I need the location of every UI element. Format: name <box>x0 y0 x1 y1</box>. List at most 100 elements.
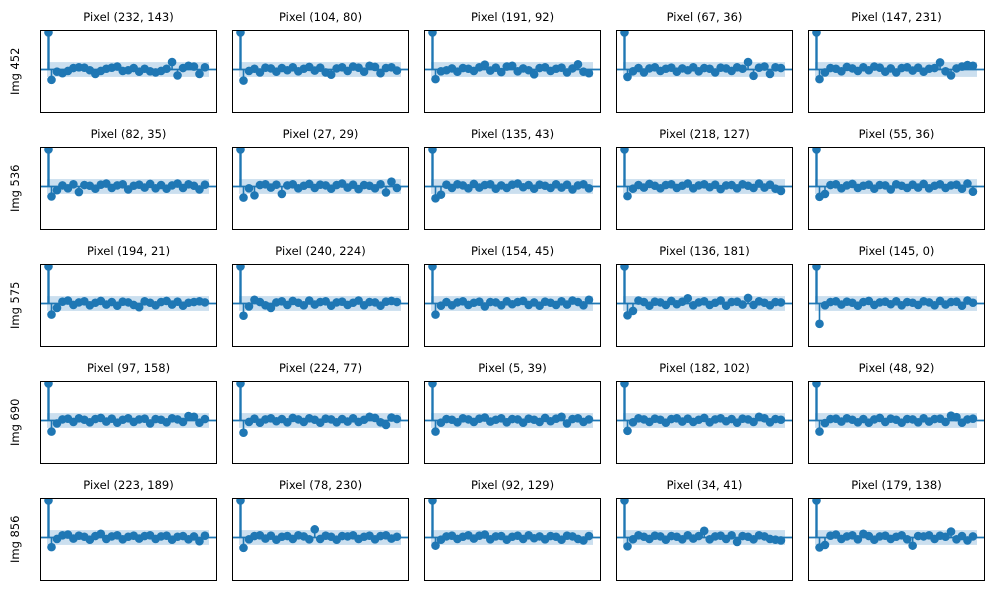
subplot-title: Pixel (135, 43) <box>470 127 555 141</box>
lag0-marker <box>44 381 53 388</box>
acf-subplot <box>232 498 409 581</box>
acf-marker <box>244 302 254 311</box>
acf-marker <box>529 70 539 79</box>
acf-marker <box>376 68 385 78</box>
acf-marker <box>815 427 824 436</box>
acf-subplot <box>424 381 601 464</box>
acf-subplot <box>232 264 409 347</box>
subplot-title: Pixel (224, 77) <box>278 361 363 375</box>
acf-marker <box>239 428 248 438</box>
acf-marker <box>359 67 369 77</box>
acf-marker <box>765 69 775 79</box>
lag0-marker <box>812 381 821 388</box>
lag0-marker <box>620 498 629 505</box>
acf-marker <box>732 537 742 547</box>
row-label: Img 690 <box>8 398 22 447</box>
subplot-title: Pixel (147, 231) <box>851 10 942 24</box>
acf-marker <box>776 63 786 73</box>
acf-marker <box>266 303 276 313</box>
acf-marker <box>392 414 402 424</box>
acf-marker <box>749 71 758 81</box>
acf-marker <box>957 184 967 194</box>
acf-marker <box>815 319 824 329</box>
acf-marker <box>573 60 583 69</box>
acf-marker <box>743 57 753 67</box>
subplot-title: Pixel (55, 36) <box>858 127 935 141</box>
axes-border <box>616 498 793 581</box>
subplot-title: Pixel (136, 181) <box>659 244 750 258</box>
acf-marker <box>738 300 747 309</box>
acf-marker <box>694 531 704 541</box>
lag0-marker <box>812 498 821 505</box>
acf-marker <box>436 190 446 199</box>
axes-border <box>232 30 409 113</box>
acf-marker <box>304 535 314 544</box>
acf-marker <box>195 69 204 79</box>
acf-marker <box>623 72 632 82</box>
subplot-title: Pixel (97, 158) <box>86 361 171 375</box>
acf-marker <box>853 535 863 544</box>
acf-marker <box>381 188 391 197</box>
axes-border <box>424 498 601 581</box>
acf-marker <box>683 294 693 303</box>
acf-marker <box>392 183 402 193</box>
acf-subplot <box>424 264 601 347</box>
subplot-title: Pixel (92, 129) <box>470 478 555 492</box>
acf-marker <box>431 310 440 319</box>
acf-marker <box>941 532 950 542</box>
subplot-title: Pixel (223, 189) <box>83 478 174 492</box>
axes-border <box>424 264 601 347</box>
lag0-marker <box>428 381 437 388</box>
acf-subplot <box>232 30 409 113</box>
acf-marker <box>946 527 956 536</box>
acf-marker <box>47 427 56 436</box>
acf-subplot <box>40 498 217 581</box>
acf-subplot <box>616 381 793 464</box>
acf-marker <box>930 63 939 73</box>
acf-marker <box>277 189 287 199</box>
lag0-marker <box>44 264 53 271</box>
lag0-marker <box>236 381 245 388</box>
acf-subplot <box>616 147 793 230</box>
acf-marker <box>902 535 912 544</box>
acf-marker <box>244 184 254 193</box>
acf-subplot <box>424 30 601 113</box>
acf-subplot <box>424 498 601 581</box>
acf-marker <box>392 297 402 307</box>
acf-marker <box>52 303 62 313</box>
axes-border <box>40 147 217 230</box>
acf-marker <box>189 62 199 71</box>
acf-marker <box>167 57 177 67</box>
acf-marker <box>250 191 259 200</box>
axes-border <box>40 381 217 464</box>
acf-subplot <box>808 147 985 230</box>
subplot-title: Pixel (194, 21) <box>86 244 171 258</box>
row-label: Img 856 <box>8 515 22 564</box>
acf-marker <box>200 62 210 72</box>
row-label: Img 575 <box>8 281 22 330</box>
acf-marker <box>623 542 632 551</box>
axes-border <box>808 264 985 347</box>
acf-marker <box>189 412 199 422</box>
acf-marker <box>628 306 638 316</box>
acf-marker <box>968 298 978 308</box>
acf-marker <box>946 71 956 80</box>
lag0-marker <box>428 264 437 271</box>
lag0-marker <box>236 498 245 505</box>
lag0-marker <box>812 264 821 271</box>
axes-border <box>616 264 793 347</box>
acf-subplot <box>40 30 217 113</box>
acf-subplot <box>616 30 793 113</box>
acf-marker <box>968 414 978 423</box>
acf-marker <box>387 177 396 186</box>
axes-border <box>232 147 409 230</box>
acf-marker <box>507 61 517 71</box>
subplot-title: Pixel (191, 92) <box>470 10 555 24</box>
acf-subplot <box>424 147 601 230</box>
acf-marker <box>699 526 709 536</box>
acf-marker <box>376 179 385 189</box>
subplot-title: Pixel (34, 41) <box>666 478 743 492</box>
acf-marker <box>431 541 440 550</box>
acf-marker <box>310 525 320 534</box>
subplot-title: Pixel (82, 35) <box>90 127 167 141</box>
